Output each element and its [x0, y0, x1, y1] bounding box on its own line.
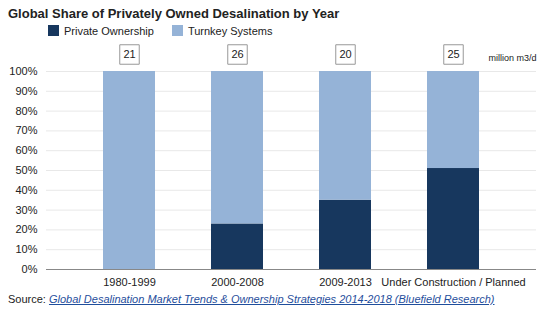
svg-text:1980-1999: 1980-1999: [103, 276, 156, 288]
svg-text:80%: 80%: [15, 105, 37, 117]
svg-text:2000-2008: 2000-2008: [211, 276, 264, 288]
svg-text:million m3/d: million m3/d: [488, 53, 536, 63]
svg-text:20%: 20%: [15, 223, 37, 235]
svg-text:100%: 100%: [9, 65, 37, 77]
svg-text:26: 26: [231, 48, 243, 60]
svg-text:50%: 50%: [15, 164, 37, 176]
svg-text:25: 25: [447, 48, 459, 60]
html-text:Global Share of Privately Owne: Global Share of Privately Owned Desalina…: [8, 6, 340, 21]
svg-text:21: 21: [123, 48, 135, 60]
svg-text:2009-2013: 2009-2013: [319, 276, 372, 288]
svg-text:30%: 30%: [15, 204, 37, 216]
svg-text:Under Construction / Planned: Under Construction / Planned: [381, 276, 525, 288]
html-text:Private Ownership: Private Ownership: [64, 25, 154, 37]
svg-text:90%: 90%: [15, 85, 37, 97]
svg-text:20: 20: [339, 48, 351, 60]
svg-text:10%: 10%: [15, 243, 37, 255]
svg-text:60%: 60%: [15, 144, 37, 156]
svg-text:70%: 70%: [15, 124, 37, 136]
html-text:Source: Global Desalination Ma: Source: Global Desalination Market Trend…: [8, 293, 495, 305]
svg-text:0%: 0%: [22, 263, 38, 275]
svg-text:40%: 40%: [15, 184, 37, 196]
html-text:Turnkey Systems: Turnkey Systems: [187, 25, 273, 37]
